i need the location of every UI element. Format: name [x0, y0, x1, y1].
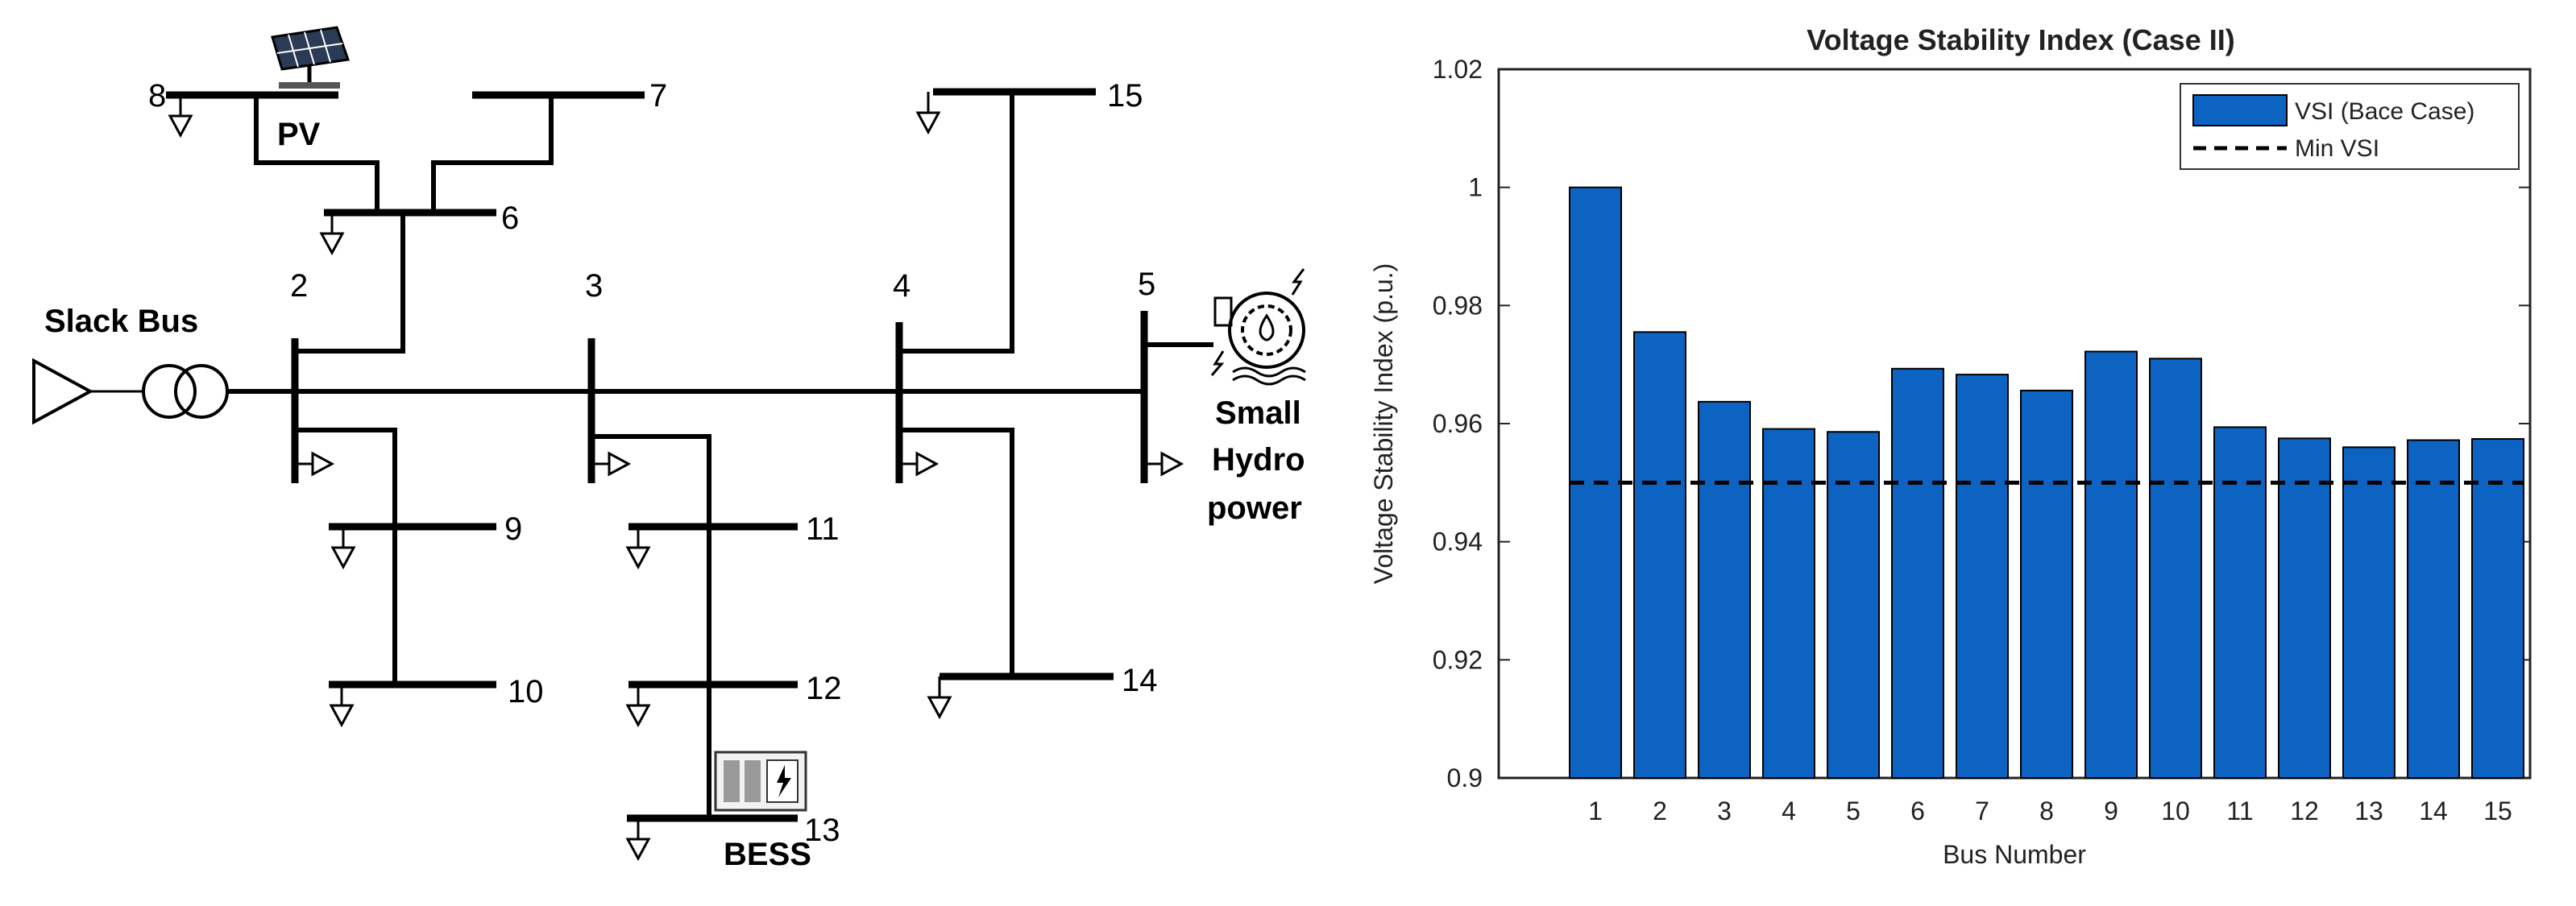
bar-bus-10: [2149, 358, 2202, 780]
bus-8-label: 8: [148, 78, 166, 114]
bus-12-label: 12: [806, 671, 842, 706]
y-axis-label: Voltage Stability Index (p.u.): [1369, 263, 1398, 584]
y-tick-label: 1: [1468, 173, 1483, 202]
x-tick-label: 6: [1910, 796, 1925, 825]
load-arrow-icon: [1144, 451, 1184, 477]
bar-bus-7: [1956, 374, 2009, 779]
load-arrow-icon: [329, 685, 355, 728]
bar-bus-12: [2278, 437, 2331, 779]
x-tick-label: 4: [1782, 796, 1796, 825]
hydro-label-line-3: power: [1207, 490, 1302, 526]
x-tick-label: 9: [2104, 796, 2118, 825]
x-tick-label: 3: [1717, 796, 1732, 825]
bar-bus-8: [2020, 389, 2073, 779]
bar-bus-14: [2407, 439, 2460, 779]
bus-6-label: 6: [501, 201, 519, 236]
bar-bus-4: [1762, 428, 1815, 779]
branch-3-11-12-13: [591, 434, 711, 818]
y-tick-label: 0.96: [1433, 409, 1483, 438]
load-arrow-icon: [330, 527, 356, 570]
battery-storage-icon: [714, 751, 807, 812]
hydro-label-line-2: Hydro: [1212, 442, 1305, 478]
bars: [1569, 186, 2524, 780]
single-line-diagram: Slack Bus 2 3 4 5 6 8 PV 7: [32, 26, 1306, 872]
y-axis: 0.9 0.92 0.94 0.96 0.98 1 1.02: [1433, 55, 2530, 792]
pv-label: PV: [277, 117, 321, 152]
load-arrow-icon: [625, 818, 651, 862]
bus-7-label: 7: [649, 78, 667, 114]
x-tick-label: 11: [2226, 796, 2253, 825]
load-arrow-icon: [927, 676, 952, 720]
x-tick-label: 8: [2039, 796, 2054, 825]
load-arrow-icon: [319, 213, 345, 256]
x-axis-label: Bus Number: [1943, 840, 2086, 869]
bar-bus-6: [1891, 367, 1944, 779]
branch-6-7: [431, 95, 554, 213]
branch-2-6: [295, 213, 405, 354]
legend: VSI (Bace Case) Min VSI: [2180, 83, 2520, 170]
y-tick-label: 0.98: [1433, 291, 1483, 320]
x-tick-label: 13: [2354, 796, 2383, 825]
bus-5-label: 5: [1138, 267, 1155, 302]
bar-bus-5: [1827, 431, 1880, 779]
branch-4-15: [899, 92, 1014, 354]
bus-11-label: 11: [806, 511, 840, 547]
x-tick-label: 10: [2161, 796, 2190, 825]
y-tick-label: 1.02: [1433, 55, 1483, 84]
load-arrow-icon: [625, 527, 651, 570]
y-tick-label: 0.92: [1433, 645, 1483, 674]
bar-bus-11: [2213, 426, 2267, 780]
load-arrow-icon: [899, 451, 940, 477]
x-axis: 1 2 3 4 5 6 7 8 9 10 11 12 13 14 15: [1588, 767, 2512, 825]
load-arrow-icon: [915, 92, 941, 135]
branch-4-14: [899, 428, 1014, 676]
solar-panel-icon: [271, 26, 351, 89]
legend-label-min: Min VSI: [2295, 135, 2379, 162]
load-arrow-icon: [591, 451, 632, 477]
x-tick-label: 7: [1975, 796, 1989, 825]
bar-bus-9: [2084, 350, 2138, 779]
x-tick-label: 15: [2483, 796, 2512, 825]
y-tick-label: 0.9: [1447, 763, 1483, 792]
bus-3-label: 3: [585, 268, 603, 304]
chart-title: Voltage Stability Index (Case II): [1807, 23, 2234, 56]
x-tick-label: 14: [2419, 796, 2448, 825]
hydro-turbine-icon: [1210, 268, 1306, 386]
slack-bus-label: Slack Bus: [44, 304, 198, 339]
y-tick-label: 0.94: [1433, 527, 1483, 556]
bus-13-label: 13: [804, 813, 840, 848]
bus-15-label: 15: [1107, 78, 1143, 114]
bus-10-label: 10: [508, 674, 544, 709]
bus-4-label: 4: [893, 268, 911, 304]
x-tick-label: 5: [1846, 796, 1860, 825]
load-arrows: [168, 92, 1184, 862]
load-arrow-icon: [625, 685, 651, 728]
bar-bus-13: [2342, 446, 2396, 779]
bar-bus-15: [2471, 438, 2524, 779]
branch-2-9-10: [295, 428, 397, 685]
slack-source-icon: [32, 358, 143, 425]
x-tick-label: 2: [1653, 796, 1667, 825]
bar-bus-3: [1698, 400, 1751, 779]
bar-bus-2: [1633, 331, 1686, 780]
legend-label-vsi: VSI (Bace Case): [2295, 98, 2474, 125]
bess-label: BESS: [724, 837, 811, 872]
bus-9-label: 9: [504, 511, 522, 547]
load-arrow-icon: [295, 451, 335, 477]
hydro-label-line-1: Small: [1215, 395, 1301, 431]
x-tick-label: 1: [1588, 796, 1603, 825]
load-arrow-icon: [168, 95, 193, 139]
branch-6-8: [254, 95, 380, 213]
legend-swatch-vsi: [2192, 94, 2288, 126]
bus-14-label: 14: [1122, 663, 1158, 698]
vsi-chart: Voltage Stability Index (Case II) 0.90.9…: [1369, 8, 2572, 900]
bus-2-label: 2: [290, 268, 308, 304]
x-tick-label: 12: [2290, 796, 2319, 825]
transformer-icon: [142, 364, 298, 419]
